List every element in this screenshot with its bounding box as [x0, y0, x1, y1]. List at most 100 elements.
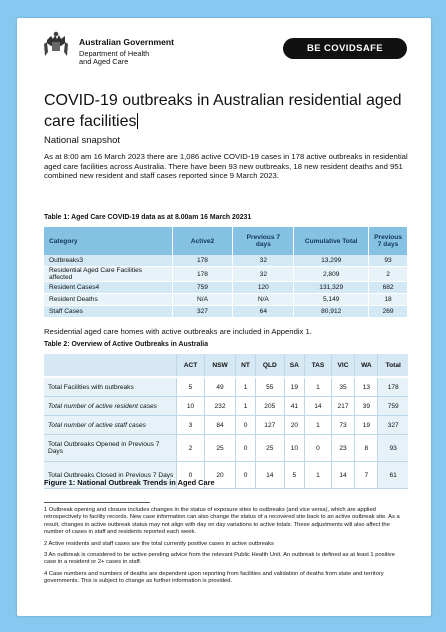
t2-cell: 232 [203, 396, 236, 416]
footnotes: 1 Outbreak opening and closure includes … [44, 507, 408, 590]
t2-cell: 55 [255, 377, 285, 397]
gov-name: Australian Government [79, 37, 175, 47]
covid-badge-part-b: SAFE [356, 43, 384, 54]
t2-row-label: Total number of active staff cases [44, 415, 177, 435]
document-page: Australian Government Department of Heal… [17, 18, 431, 616]
t2-cell: 25 [255, 434, 285, 462]
t2-cell: 1 [304, 461, 332, 489]
be-covidsafe-badge: BE COVIDSAFE [283, 38, 407, 59]
table1-caption: Table 1: Aged Care COVID-19 data as at 8… [44, 214, 252, 221]
t2-cell: 1 [304, 415, 332, 435]
t2-cell: 19 [354, 415, 378, 435]
t1-cell: 13,299 [293, 255, 370, 267]
t2-cell: 0 [304, 434, 332, 462]
t1-cell: 178 [172, 255, 234, 267]
t2-cell: 2 [176, 434, 205, 462]
footnote: 2 Active residents and staff cases are t… [44, 540, 274, 547]
t1-cell: 64 [232, 305, 295, 318]
t2-cell: 5 [176, 377, 205, 397]
t2-cell-total: 93 [377, 434, 408, 462]
t2-cell: 0 [235, 415, 256, 435]
t2-cell: 1 [235, 377, 256, 397]
t1-cell: Outbreaks3 [44, 255, 173, 267]
t1-cell: 2 [368, 266, 408, 282]
t1-cell: Resident Deaths [44, 293, 173, 306]
t2-header-sa: SA [283, 354, 305, 378]
footnote: 1 Outbreak opening and closure includes … [44, 507, 400, 536]
t1-cell: 32 [232, 255, 295, 267]
t2-cell: 13 [354, 377, 378, 397]
document-title[interactable]: COVID-19 outbreaks in Australian residen… [44, 90, 404, 132]
t2-cell: 8 [354, 434, 378, 462]
t1-cell: Resident Cases4 [44, 281, 173, 294]
t2-header-nt: NT [235, 354, 256, 378]
t1-header-prev7: Previous 7 days [232, 227, 295, 255]
table2-caption: Table 2: Overview of Active Outbreaks in… [44, 341, 209, 348]
t1-cell: 759 [172, 281, 234, 294]
t2-row-label: Total number of active resident cases [44, 396, 177, 416]
t1-cell: N/A [232, 293, 295, 306]
t2-cell: 0 [235, 461, 256, 489]
t1-cell: 682 [368, 281, 408, 294]
figure-caption: Figure 1: National Outbreak Trends in Ag… [44, 478, 215, 487]
dept-line2: and Aged Care [79, 56, 129, 66]
t2-cell: 20 [283, 415, 305, 435]
t2-cell: 23 [330, 434, 355, 462]
t2-cell: 25 [203, 434, 236, 462]
t1-cell: 32 [232, 266, 295, 282]
t2-cell: 127 [255, 415, 285, 435]
table-row: Total Outbreaks Closed in Previous 7 Day… [44, 461, 408, 489]
table-row: Outbreaks3 178 32 13,299 93 [44, 255, 408, 267]
t2-cell: 19 [283, 377, 305, 397]
t2-cell: 3 [176, 415, 205, 435]
t2-cell: 5 [283, 461, 305, 489]
t2-row-label: Total Outbreaks Closed in Previous 7 Day… [44, 461, 177, 489]
t2-header-nsw: NSW [203, 354, 236, 378]
t1-cell: 269 [368, 305, 408, 318]
document-subtitle: National snapshot [44, 135, 121, 146]
t2-row-label: Total Outbreaks Opened in Previous 7 Day… [44, 434, 177, 462]
t2-header-act: ACT [176, 354, 205, 378]
t2-cell: 14 [255, 461, 285, 489]
t2-cell: 0 [176, 461, 205, 489]
document-header: Australian Government Department of Heal… [17, 18, 431, 80]
t1-cell: 18 [368, 293, 408, 306]
t2-cell: 14 [304, 396, 332, 416]
t2-cell: 84 [203, 415, 236, 435]
footnote: 3 An outbreak is considered to be active… [44, 552, 395, 566]
table-row: Total number of active resident cases 10… [44, 396, 408, 416]
dept-line1: Department of Health [79, 49, 150, 59]
government-logo-text: Australian Government Department of Heal… [79, 37, 175, 66]
table-row: Total number of active staff cases 3 84 … [44, 415, 408, 435]
t2-cell: 205 [255, 396, 285, 416]
t2-cell-total: 178 [377, 377, 408, 397]
t1-cell: 2,809 [293, 266, 370, 282]
t2-header-qld: QLD [255, 354, 285, 378]
t2-cell-total: 327 [377, 415, 408, 435]
t2-cell-total: 759 [377, 396, 408, 416]
covid-badge-part-a: BE COVID [306, 43, 357, 54]
t2-cell: 0 [235, 434, 256, 462]
t1-cell: 327 [172, 305, 234, 318]
appendix-note: Residential aged care homes with active … [44, 327, 312, 336]
t1-cell: N/A [172, 293, 234, 306]
table-row: Staff Cases 327 64 80,912 269 [44, 305, 408, 318]
t1-cell: 93 [368, 255, 408, 267]
t1-cell: Staff Cases [44, 305, 173, 318]
t2-cell-total: 61 [377, 461, 408, 489]
t1-header-active: Active2 [172, 227, 234, 255]
t1-header-prev7-cumulative: Previous 7 days [368, 227, 408, 255]
table-row: Total Facilities with outbreaks 5 49 1 5… [44, 377, 408, 397]
outbreaks-by-state-table: ACT NSW NT QLD SA TAS VIC WA Total Total… [44, 354, 408, 489]
t2-header-vic: VIC [330, 354, 355, 378]
t2-cell: 35 [330, 377, 355, 397]
t1-cell: Residential Aged Care Facilities affecte… [44, 266, 173, 282]
t2-cell: 73 [330, 415, 355, 435]
table-row: Total Outbreaks Opened in Previous 7 Day… [44, 434, 408, 462]
t2-cell: 39 [354, 396, 378, 416]
table-row: Residential Aged Care Facilities affecte… [44, 266, 408, 282]
title-text: COVID-19 outbreaks in Australian residen… [44, 92, 402, 130]
t1-cell: 80,912 [293, 305, 370, 318]
intro-paragraph: As at 8:00 am 16 March 2023 there are 1,… [44, 152, 408, 181]
t2-cell: 1 [304, 377, 332, 397]
